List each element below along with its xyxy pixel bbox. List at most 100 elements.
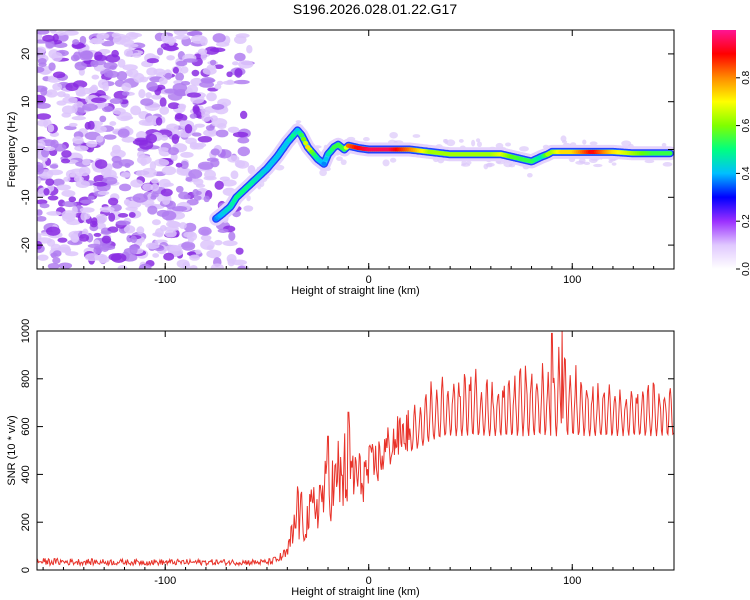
ridge-point: [301, 136, 307, 142]
noise-blob: [119, 183, 132, 192]
noise-blob: [61, 150, 72, 158]
halo-blob: [336, 156, 343, 162]
noise-blob: [234, 52, 246, 62]
noise-blob: [136, 226, 145, 235]
noise-blob: [45, 89, 58, 98]
noise-blob: [199, 81, 215, 88]
noise-blob: [95, 213, 108, 224]
noise-blob: [238, 60, 254, 69]
noise-blob: [160, 188, 173, 197]
noise-blob: [197, 161, 214, 170]
noise-blob: [37, 232, 42, 241]
noise-blob: [71, 115, 87, 121]
noise-blob: [115, 220, 131, 226]
noise-blob: [121, 82, 132, 92]
noise-blob: [200, 36, 208, 47]
noise-blob: [193, 178, 204, 186]
noise-blob: [233, 79, 250, 85]
noise-blob: [197, 48, 208, 55]
halo-blob: [505, 142, 512, 147]
noise-blob: [110, 252, 127, 263]
noise-blob: [171, 133, 180, 144]
noise-blob: [175, 60, 188, 67]
noise-blob: [48, 62, 56, 71]
noise-blob: [37, 209, 43, 216]
noise-blob: [45, 178, 55, 186]
noise-blob: [214, 180, 224, 190]
noise-blob: [117, 213, 129, 218]
noise-blob: [194, 123, 205, 128]
noise-blob: [101, 235, 112, 244]
noise-blob: [74, 61, 87, 71]
chart-title: S196.2026.028.01.22.G17: [292, 1, 458, 17]
noise-blob: [99, 206, 115, 213]
noise-blob: [183, 231, 196, 238]
noise-blob: [108, 212, 116, 222]
snr-body: [37, 331, 674, 567]
noise-blob: [167, 147, 180, 156]
noise-blob: [74, 145, 89, 152]
noise-blob: [154, 227, 164, 238]
halo-blob: [389, 131, 398, 139]
noise-blob: [235, 247, 244, 255]
noise-blob: [152, 253, 160, 258]
snr-ytick-label: 800: [20, 370, 32, 388]
colorbar: 0.00.20.40.60.8Normalized spectral ampli…: [712, 30, 750, 276]
noise-blob: [204, 46, 220, 55]
noise-blob: [237, 137, 250, 144]
noise-blob: [130, 179, 144, 188]
noise-blob: [129, 244, 141, 251]
snr-line: [37, 331, 674, 567]
halo-blob: [561, 140, 568, 144]
noise-blob: [206, 245, 214, 251]
noise-blob: [111, 155, 122, 163]
halo-blob: [582, 139, 587, 145]
noise-blob: [37, 119, 49, 127]
snr-ytick-label: 600: [20, 417, 32, 435]
noise-blob: [121, 136, 136, 143]
noise-blob: [158, 77, 168, 85]
noise-blob: [159, 97, 167, 108]
noise-blob: [37, 57, 47, 65]
noise-blob: [227, 258, 235, 267]
halo-blob: [495, 142, 504, 149]
spectrogram-xlabel: Height of straight line (km): [291, 285, 419, 297]
noise-blob: [92, 60, 107, 66]
halo-blob: [340, 159, 347, 166]
noise-blob: [72, 136, 84, 145]
noise-blob: [210, 148, 220, 156]
noise-blob: [107, 197, 119, 206]
noise-blob: [134, 137, 148, 143]
noise-blob: [162, 37, 177, 44]
noise-blob: [235, 33, 250, 39]
halo-blob: [611, 162, 617, 166]
noise-blob: [97, 190, 110, 196]
noise-blob: [116, 70, 128, 81]
noise-blob: [156, 47, 164, 56]
noise-blob: [46, 211, 62, 216]
halo-blob: [471, 139, 476, 147]
noise-blob: [240, 110, 248, 120]
noise-blob: [145, 242, 160, 250]
noise-blob: [109, 98, 123, 104]
noise-blob: [159, 106, 170, 115]
noise-blob: [138, 89, 146, 99]
noise-blob: [91, 74, 100, 80]
noise-blob: [198, 226, 212, 236]
noise-blob: [37, 66, 45, 73]
noise-blob: [135, 131, 147, 140]
noise-blob: [132, 52, 142, 58]
noise-blob: [189, 142, 199, 150]
noise-blob: [60, 158, 71, 164]
noise-blob: [111, 144, 121, 154]
noise-blob: [123, 198, 131, 206]
halo-blob: [475, 138, 481, 143]
noise-blob: [79, 233, 90, 242]
noise-blob: [37, 113, 52, 120]
noise-blob: [166, 123, 179, 131]
noise-blob: [226, 71, 233, 78]
noise-blob: [150, 183, 160, 192]
noise-blob: [174, 112, 184, 120]
